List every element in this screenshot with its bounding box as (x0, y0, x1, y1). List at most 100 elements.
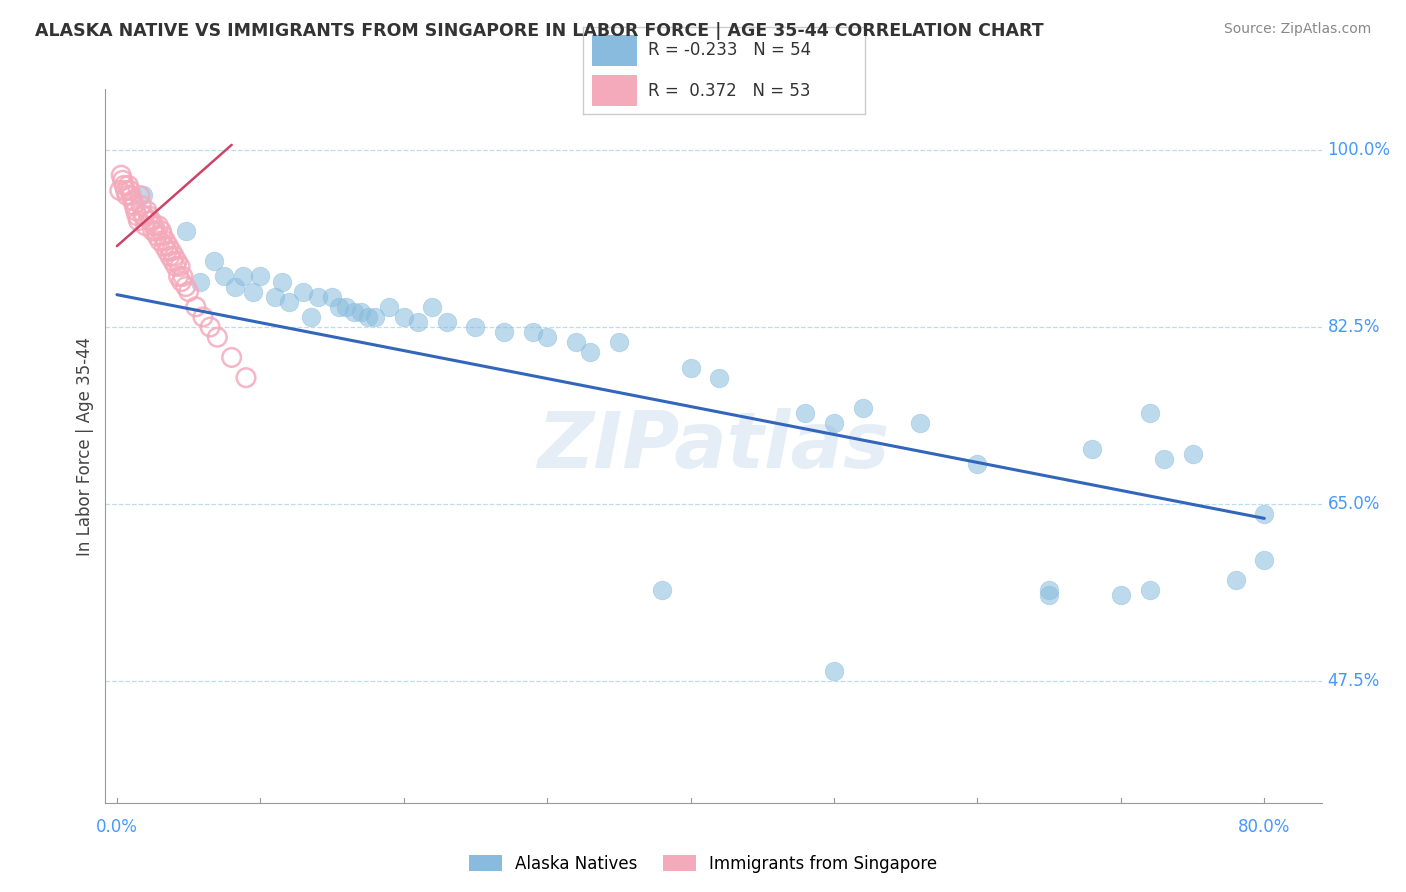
Point (607, 335, 630, 350)
Point (160, 244, 183, 259)
Text: 82.5%: 82.5% (1327, 318, 1379, 336)
Y-axis label: In Labor Force | Age 35-44: In Labor Force | Age 35-44 (76, 336, 94, 556)
Point (131, 198, 153, 212)
Text: 47.5%: 47.5% (1327, 673, 1379, 690)
Point (166, 254, 188, 268)
Point (392, 310, 415, 324)
Point (221, 351, 243, 365)
Point (155, 234, 177, 248)
Point (153, 239, 176, 253)
Point (235, 370, 257, 384)
Point (536, 330, 558, 344)
Point (167, 269, 190, 284)
Point (138, 209, 160, 223)
Point (321, 290, 343, 304)
Point (191, 310, 214, 324)
Text: R = -0.233   N = 54: R = -0.233 N = 54 (648, 41, 811, 60)
Point (565, 335, 588, 350)
Point (163, 249, 186, 263)
Point (184, 300, 207, 314)
Point (111, 173, 134, 187)
Point (148, 219, 170, 233)
Point (278, 294, 301, 309)
Bar (592, 35, 637, 66)
Point (794, 406, 817, 420)
Point (134, 209, 156, 223)
Point (1038, 588, 1060, 602)
Point (1081, 442, 1104, 456)
Point (966, 457, 988, 471)
Point (132, 209, 155, 223)
Point (159, 249, 181, 263)
Point (108, 183, 131, 197)
Point (117, 178, 139, 193)
Text: R =  0.372   N = 53: R = 0.372 N = 53 (648, 81, 811, 100)
Text: ALASKA NATIVE VS IMMIGRANTS FROM SINGAPORE IN LABOR FORCE | AGE 35-44 CORRELATIO: ALASKA NATIVE VS IMMIGRANTS FROM SINGAPO… (35, 22, 1043, 40)
Point (188, 275, 211, 289)
Point (124, 203, 146, 218)
Point (908, 416, 931, 430)
Point (120, 188, 142, 202)
Point (112, 178, 135, 193)
Point (494, 325, 516, 339)
Point (150, 224, 173, 238)
Point (357, 310, 380, 324)
Point (143, 219, 166, 233)
Point (350, 305, 373, 319)
Point (436, 315, 458, 329)
Point (207, 330, 229, 344)
Point (169, 260, 191, 274)
Point (118, 183, 141, 197)
Point (1181, 447, 1204, 461)
Point (1153, 451, 1175, 466)
Point (122, 198, 145, 212)
Point (1139, 583, 1161, 598)
Point (378, 300, 401, 314)
Text: 65.0%: 65.0% (1327, 495, 1379, 513)
Point (128, 188, 150, 202)
Point (170, 275, 193, 289)
Point (127, 214, 149, 228)
Point (162, 254, 184, 268)
Point (1253, 553, 1275, 567)
Point (149, 234, 172, 248)
Text: 0.0%: 0.0% (96, 818, 138, 836)
Point (157, 239, 180, 253)
Point (579, 345, 602, 359)
Point (174, 224, 197, 238)
Bar (592, 75, 637, 106)
Point (242, 285, 264, 299)
Point (114, 183, 136, 197)
Point (165, 260, 187, 274)
Point (823, 416, 845, 430)
Point (342, 305, 364, 319)
Point (823, 664, 845, 678)
Point (204, 254, 226, 268)
Point (651, 583, 673, 598)
Point (709, 370, 731, 384)
Point (142, 224, 165, 238)
Point (232, 269, 254, 284)
Point (422, 300, 444, 314)
Point (145, 224, 167, 238)
Point (121, 194, 143, 208)
Point (464, 320, 486, 334)
Point (335, 300, 357, 314)
Point (156, 244, 179, 259)
Text: 100.0%: 100.0% (1327, 141, 1391, 159)
Point (307, 290, 329, 304)
Point (177, 285, 200, 299)
Point (1109, 588, 1132, 602)
Legend: Alaska Natives, Immigrants from Singapore: Alaska Natives, Immigrants from Singapor… (463, 848, 943, 880)
Point (406, 315, 429, 329)
Text: 80.0%: 80.0% (1239, 818, 1291, 836)
Point (110, 168, 132, 182)
Point (299, 310, 322, 324)
Point (292, 285, 315, 299)
Point (1038, 583, 1060, 598)
Point (1225, 573, 1247, 587)
Point (141, 214, 163, 228)
Point (174, 279, 197, 293)
Point (364, 310, 387, 324)
Point (270, 275, 292, 289)
